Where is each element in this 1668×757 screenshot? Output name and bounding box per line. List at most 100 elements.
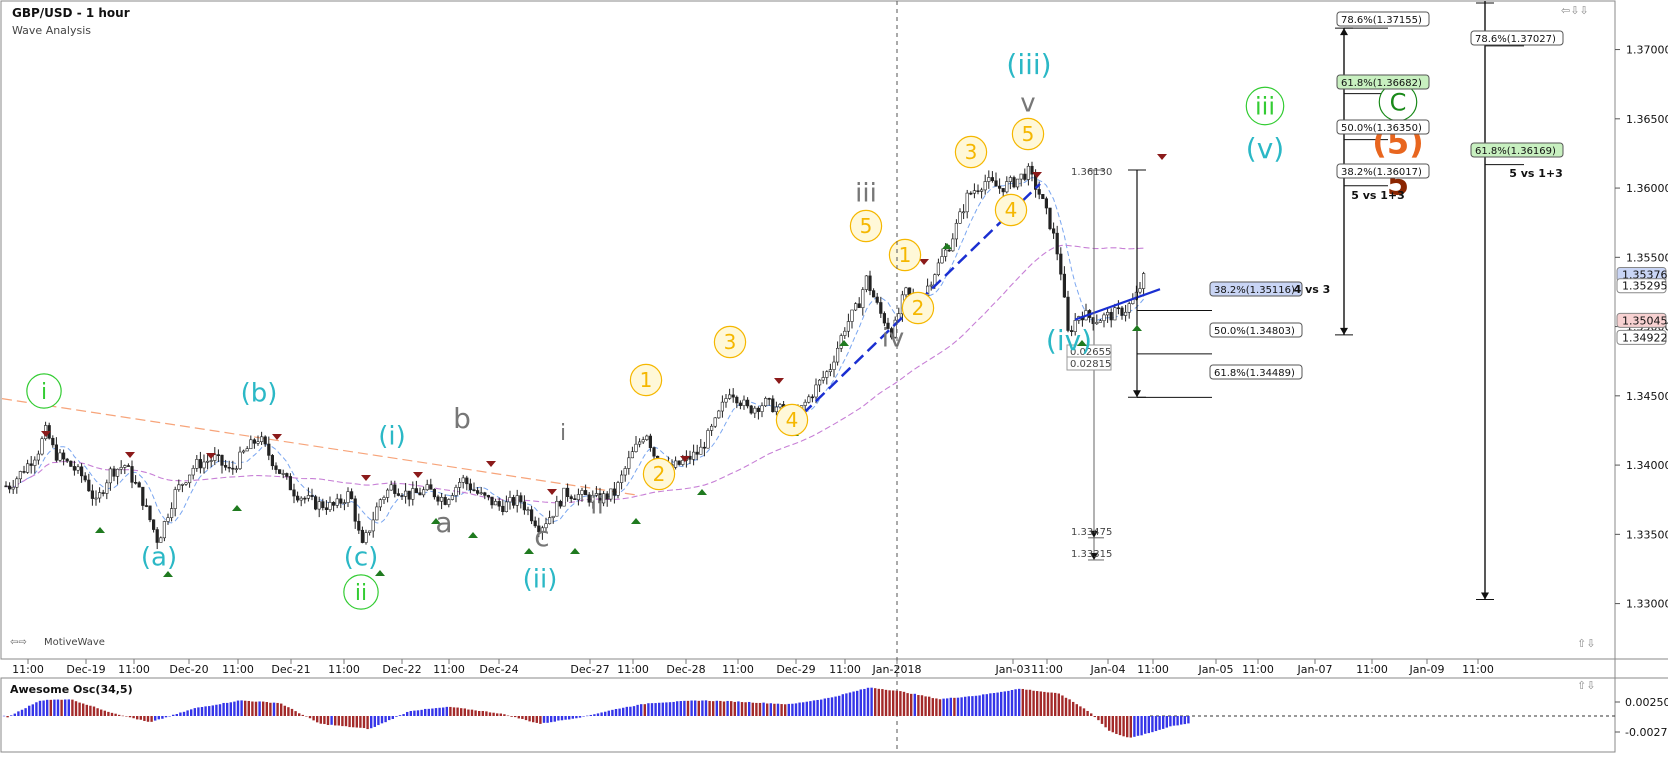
candle-down <box>130 466 134 483</box>
candle-up <box>861 289 865 308</box>
candle-up <box>206 460 210 463</box>
osc-bar-down <box>935 698 938 716</box>
osc-bar-up <box>398 715 402 716</box>
osc-bar-down <box>535 716 538 723</box>
candle-up <box>479 492 483 495</box>
osc-bar-down <box>298 713 301 716</box>
candle-up <box>159 537 163 543</box>
osc-bar-up <box>1144 716 1147 734</box>
osc-bar-up <box>654 703 657 716</box>
candle-up <box>105 482 109 494</box>
osc-bar-down <box>132 716 135 719</box>
candle-down <box>144 505 149 507</box>
candle-up <box>162 521 167 539</box>
osc-bar-down <box>344 716 348 727</box>
osc-bar-down <box>1028 689 1032 716</box>
candle-down <box>277 469 282 474</box>
osc-bar-up <box>384 716 387 723</box>
osc-bar-down <box>456 707 459 716</box>
osc-bar-up <box>1133 716 1136 737</box>
osc-bar-down <box>262 701 265 716</box>
candle-down <box>216 454 221 456</box>
candle-up <box>1113 307 1117 321</box>
osc-bar-up <box>604 711 607 716</box>
candle-down <box>339 498 343 504</box>
candle-down <box>263 436 267 445</box>
candle-up <box>119 467 123 470</box>
osc-bar-up <box>542 716 546 723</box>
wave-label: i <box>560 421 566 446</box>
candle-down <box>112 468 116 477</box>
osc-controls-icon[interactable]: ⇧⇩ <box>1577 679 1595 692</box>
candle-up <box>594 493 598 496</box>
osc-bar-down <box>352 716 355 728</box>
candle-up <box>1124 311 1128 316</box>
osc-bar-up <box>236 700 240 716</box>
candle-down <box>418 492 422 496</box>
osc-bar-up <box>28 705 31 716</box>
candle-down <box>677 460 681 465</box>
swing-high-marker <box>486 461 496 467</box>
trendline <box>1 398 641 497</box>
x-tick-label: Dec-27 <box>570 663 609 676</box>
osc-bar-down <box>103 710 106 716</box>
x-tick-label: 11:00 <box>722 663 754 676</box>
wave-circle <box>994 193 1028 227</box>
candle-down <box>321 501 325 509</box>
osc-bar-down <box>1039 691 1042 716</box>
osc-bar-down <box>708 700 711 716</box>
osc-bar-up <box>841 694 844 716</box>
osc-bar-up <box>193 708 196 716</box>
x-tick-label: 11:00 <box>433 663 465 676</box>
osc-bar-up <box>629 706 632 716</box>
arrowhead-icon <box>1090 552 1098 560</box>
x-tick-label: Jan-2018 <box>872 663 922 676</box>
osc-bar-up <box>762 702 765 716</box>
swing-low-marker <box>1077 340 1087 346</box>
wave-label: a <box>435 506 452 539</box>
osc-bar-up <box>64 699 67 716</box>
candle-down <box>414 488 419 494</box>
osc-bar-down <box>488 712 492 716</box>
candle-down <box>882 313 886 324</box>
candle-up <box>591 494 595 503</box>
osc-bar-up <box>172 714 175 716</box>
fib-label: 61.8%(1.36169) <box>1475 146 1556 157</box>
candle-up <box>1098 320 1102 323</box>
osc-bar-up <box>380 716 384 724</box>
scroll-controls-icon[interactable]: ⇧⇩ <box>1577 637 1595 650</box>
x-tick-label: Jan-05 <box>1198 663 1234 676</box>
candle-down <box>429 484 433 490</box>
swing-high-marker <box>272 434 282 440</box>
candle-up <box>18 471 23 480</box>
panel-controls-icon[interactable]: ⇦⇩⇩ <box>1561 4 1589 17</box>
osc-bar-up <box>632 706 636 716</box>
osc-bar-up <box>820 699 823 716</box>
osc-bar-up <box>416 710 420 716</box>
candle-up <box>727 394 732 399</box>
osc-bar-down <box>928 696 931 716</box>
fib-label-box <box>1336 74 1430 90</box>
osc-bar-up <box>650 703 654 716</box>
osc-bar-up <box>442 707 445 716</box>
osc-bar-up <box>586 715 589 717</box>
swing-low-marker <box>232 505 242 511</box>
wave-circle <box>954 135 988 169</box>
osc-bar-down <box>139 716 142 720</box>
osc-bar-down <box>107 711 110 716</box>
candle-up <box>36 453 40 461</box>
y-tick-label: 1.35500 <box>1626 251 1668 264</box>
candle-up <box>601 493 606 504</box>
wave-label: (a) <box>141 542 177 572</box>
swing-low-marker <box>697 489 707 495</box>
candle-up <box>461 477 465 483</box>
osc-bar-up <box>1154 716 1158 732</box>
osc-bar-up <box>1007 690 1010 716</box>
osc-bar-down <box>917 695 920 716</box>
candle-down <box>731 394 735 398</box>
candle-up <box>1142 273 1146 289</box>
candle-up <box>1008 177 1012 182</box>
osc-bar-up <box>665 702 668 716</box>
candle-down <box>148 505 152 521</box>
candle-up <box>853 303 858 311</box>
